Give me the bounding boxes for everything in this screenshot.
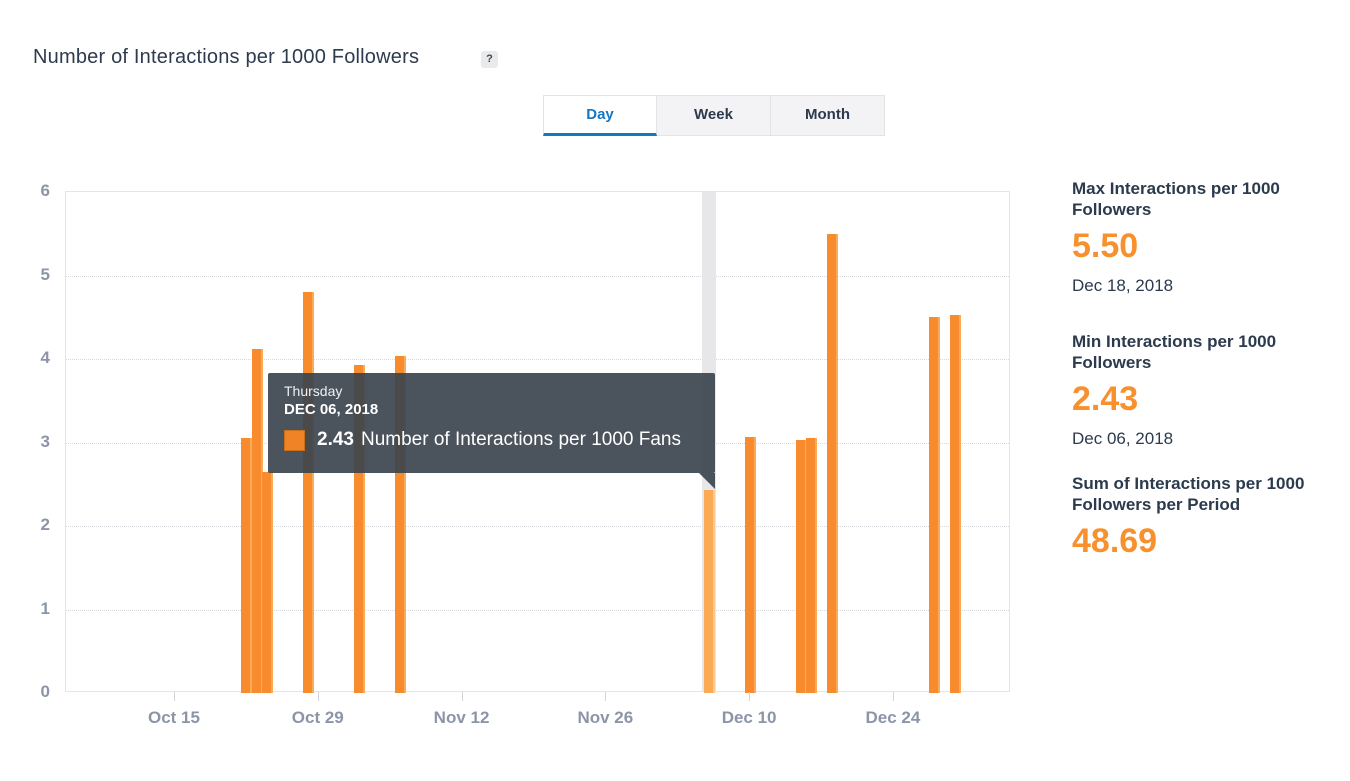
x-axis-label-oct-29: Oct 29	[291, 708, 344, 727]
gridline-5	[66, 275, 1009, 277]
y-axis-label-6: 6	[40, 181, 50, 200]
y-axis-label-2: 2	[40, 515, 50, 534]
y-axis-label-4: 4	[40, 348, 50, 367]
x-axis-label-oct-15: Oct 15	[148, 708, 200, 727]
bar-oct-28-2018[interactable]	[303, 292, 314, 693]
bar-oct-22-2018[interactable]	[241, 438, 253, 693]
x-axis-label-dec-10: Dec 10	[721, 708, 777, 727]
tooltip-series-label: Number of Interactions per 1000 Fans	[360, 429, 681, 450]
x-axis-tick	[317, 692, 319, 701]
tooltip-value-row: 2.43 Number of Interactions per 1000 Fan…	[284, 429, 715, 451]
help-icon[interactable]: ?	[481, 51, 498, 68]
page-title: Number of Interactions per 1000 Follower…	[33, 46, 420, 68]
tooltip-weekday: Thursday	[284, 383, 343, 399]
stat-block-1: Min Interactions per 1000 Followers 2.43 D…	[1072, 331, 1338, 449]
y-axis-label-3: 3	[40, 431, 50, 451]
series-color-swatch	[284, 429, 305, 451]
tab-day[interactable]: Day	[543, 95, 657, 136]
stat-title: Min Interactions per 1000 Followers	[1072, 332, 1277, 372]
x-axis-tick	[174, 692, 175, 701]
bar-nov-02-2018[interactable]	[354, 364, 366, 693]
x-axis-label-nov-26: Nov 26	[577, 708, 634, 727]
bar-dec-10-2018[interactable]	[744, 436, 756, 693]
bar-dec-18-2018[interactable]	[826, 233, 838, 693]
gridline-2	[66, 526, 1009, 527]
chart-tooltip: Thursday DEC 06, 2018 2.43 Number of Int…	[268, 373, 715, 489]
stat-block-0: Max Interactions per 1000 Followers 5.50 D…	[1072, 178, 1338, 296]
bar-nov-06-2018[interactable]	[395, 356, 407, 693]
bar-dec-16-2018[interactable]	[806, 438, 818, 693]
plot-area	[65, 191, 1010, 693]
bar-dec-30-2018[interactable]	[950, 314, 962, 693]
tooltip-value: 2.43	[317, 429, 354, 450]
gridline-4	[66, 359, 1009, 360]
tab-month[interactable]: Month	[771, 95, 885, 136]
x-axis-label-nov-12: Nov 12	[433, 708, 490, 727]
x-axis-label-dec-24: Dec 24	[865, 708, 921, 727]
tab-week[interactable]: Week	[657, 95, 771, 136]
bar-oct-23-2018[interactable]	[251, 348, 263, 693]
x-axis-tick	[605, 692, 607, 701]
bar-dec-28-2018[interactable]	[929, 317, 941, 693]
y-axis-label-1: 1	[40, 598, 50, 618]
period-tabs: Day Week Month	[543, 95, 885, 136]
gridline-1	[66, 609, 1009, 611]
tooltip-date: DEC 06, 2018	[284, 401, 379, 418]
stat-date: Dec 06, 2018	[1072, 429, 1174, 448]
stat-value: 48.69	[1072, 522, 1158, 560]
x-axis-tick	[892, 692, 894, 701]
stat-date: Dec 18, 2018	[1072, 276, 1174, 295]
stat-title: Sum of Interactions per 1000 Followers p…	[1072, 474, 1305, 514]
stat-value: 5.50	[1072, 227, 1139, 265]
stat-title: Max Interactions per 1000 Followers	[1072, 179, 1280, 219]
bar-dec-06-2018[interactable]	[703, 490, 715, 693]
y-axis-label-5: 5	[40, 264, 50, 284]
x-axis-tick	[749, 692, 751, 701]
y-axis-label-0: 0	[40, 682, 50, 701]
bar-dec-15-2018[interactable]	[795, 439, 807, 693]
stat-block-2: Sum of Interactions per 1000 Followers p…	[1072, 473, 1338, 561]
bar-oct-24-2018[interactable]	[261, 471, 273, 693]
stat-value: 2.43	[1072, 380, 1139, 418]
x-axis-tick	[461, 692, 463, 701]
